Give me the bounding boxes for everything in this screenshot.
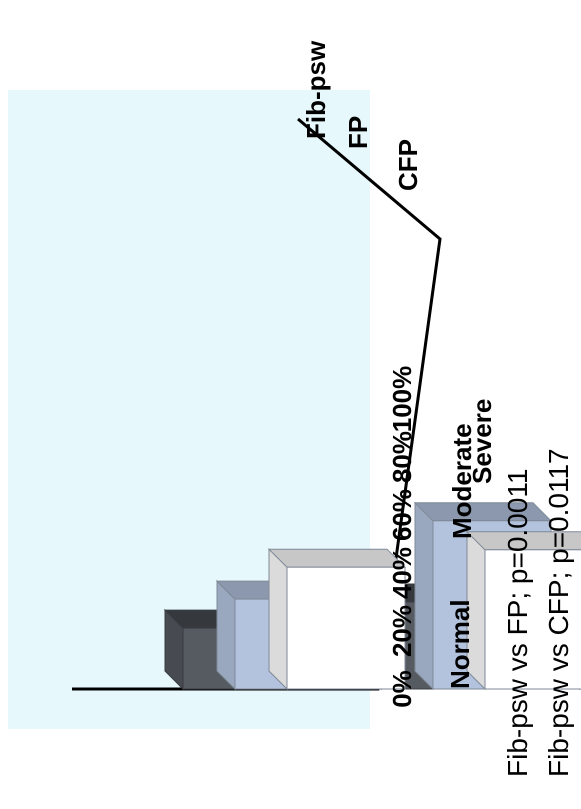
bars-group <box>163 501 581 691</box>
bar-top-face <box>414 501 434 691</box>
series-labels: Fib-psw FP CFP <box>301 40 423 191</box>
bar-front-face <box>286 566 406 690</box>
bar-front-face <box>484 549 581 690</box>
y-tick-label: 20% <box>387 605 417 657</box>
series-label-fp: FP <box>343 116 373 149</box>
y-tick-label: 100% <box>387 366 417 433</box>
bar-fib-psw-normal <box>267 547 407 691</box>
y-tick-label: 0% <box>387 670 417 708</box>
series-label-cfp: CFP <box>393 139 423 191</box>
category-label-moderate: Moderate <box>447 423 477 539</box>
series-label-fib-psw: Fib-psw <box>301 40 331 139</box>
annotation-line-1: Fib-psw vs FP; p=0.0011 <box>502 469 533 777</box>
category-label-severe: Severe <box>467 399 497 484</box>
bar-cap-face <box>267 548 407 568</box>
y-tick-label: 80% <box>387 431 417 483</box>
bar-fib-psw-moderate <box>465 530 581 691</box>
category-label-normal: Normal <box>445 599 475 689</box>
bar-top-face <box>268 547 288 691</box>
annotation-line-2: Fib-psw vs CFP; p=0.0117 <box>543 448 574 777</box>
tick-labels: 0% 20% 40% 60% 80%100% <box>387 366 417 708</box>
y-tick-label: 60% <box>387 489 417 541</box>
rotated-plot: 0%20%40%60%80%100% NormalModerateSevere … <box>8 40 581 729</box>
y-tick-label: 40% <box>387 547 417 599</box>
bar-top-face <box>216 579 236 691</box>
